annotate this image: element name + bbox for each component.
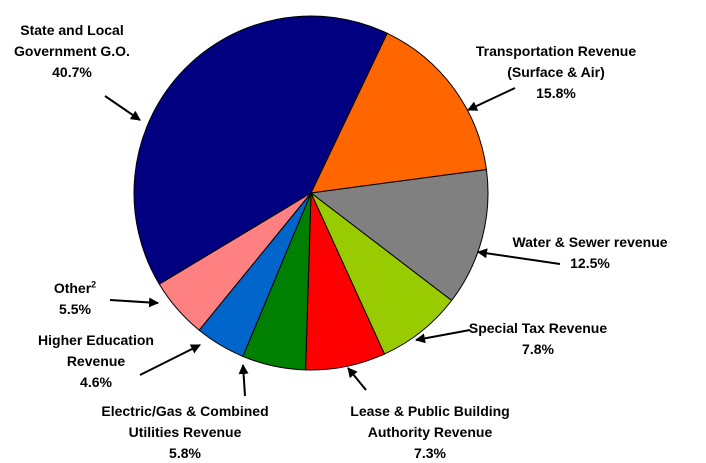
arrow (477, 248, 561, 265)
category-text: Higher Education Revenue (38, 332, 154, 369)
value-label: 7.8% (522, 341, 554, 357)
pie-slice (310, 32, 488, 194)
arrow (109, 297, 159, 308)
slice-label: Higher Education Revenue 4.6% (26, 330, 166, 393)
category-label: Higher Education Revenue (26, 330, 166, 372)
slice-label: Special Tax Revenue 7.8% (438, 318, 638, 360)
arrow (104, 95, 141, 121)
category-label: Lease & Public Building Authority Revenu… (340, 401, 520, 443)
arrow (467, 87, 516, 111)
slice-label: Lease & Public Building Authority Revenu… (340, 401, 520, 463)
value-label: 15.8% (536, 85, 576, 101)
value-label: 7.3% (414, 445, 446, 461)
arrow (347, 367, 367, 391)
value-label: 4.6% (80, 374, 112, 390)
slice-label: Other2 5.5% (35, 278, 115, 320)
category-label: Transportation Revenue (Surface & Air) (461, 41, 651, 83)
pie-slice (133, 15, 388, 285)
category-text: Special Tax Revenue (468, 320, 608, 336)
category-label: Water & Sewer revenue (485, 232, 695, 253)
category-text: State and Local Government G.O. (14, 22, 130, 59)
slice-label: Water & Sewer revenue 12.5% (485, 232, 695, 274)
value-label: 5.8% (169, 445, 201, 461)
footnote-mark: 2 (91, 279, 97, 290)
value-label: 5.5% (59, 301, 91, 317)
arrow (415, 329, 471, 344)
category-label: Electric/Gas & Combined Utilities Revenu… (90, 401, 280, 443)
category-label: State and Local Government G.O. (0, 20, 152, 62)
category-text: Electric/Gas & Combined Utilities Revenu… (101, 403, 269, 440)
category-label: Other2 (35, 278, 115, 299)
pie-slice (158, 192, 312, 331)
slice-label: State and Local Government G.O. 40.7% (0, 20, 152, 83)
pie-slice (309, 169, 489, 302)
value-label: 12.5% (570, 255, 610, 271)
category-text: Water & Sewer revenue (512, 234, 668, 250)
slice-label: Electric/Gas & Combined Utilities Revenu… (90, 401, 280, 463)
arrow (238, 364, 249, 397)
category-text: Transportation Revenue (Surface & Air) (475, 43, 637, 80)
arrows (104, 87, 561, 397)
arrow (139, 344, 201, 376)
category-text: Lease & Public Building Authority Revenu… (350, 403, 510, 440)
value-label: 40.7% (52, 64, 92, 80)
slice-label: Transportation Revenue (Surface & Air) 15… (461, 41, 651, 104)
category-label: Special Tax Revenue (438, 318, 638, 339)
category-text: Other (53, 280, 92, 296)
